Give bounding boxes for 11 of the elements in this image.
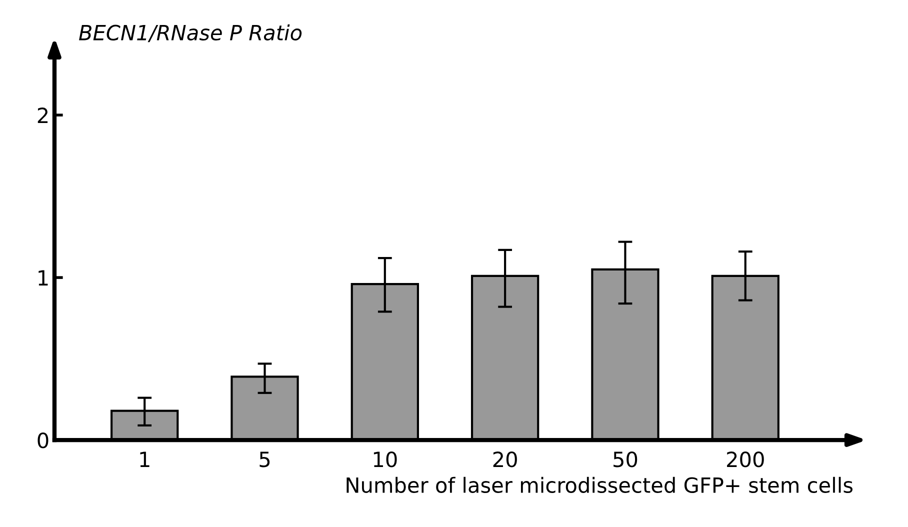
x-tick-label: 1 (140, 452, 150, 467)
x-axis-title: Number of laser microdissected GFP+ stem cells (346, 476, 853, 493)
x-tick-label: 20 (493, 452, 517, 468)
x-tick-label: 200 (727, 452, 764, 468)
y-tick-label: 1 (38, 270, 48, 286)
x-tick-label: 5 (260, 452, 270, 468)
y-axis-title: BECN1/RNase P Ratio (79, 24, 302, 42)
y-tick-label: 0 (38, 432, 48, 448)
x-tick-label: 10 (374, 452, 397, 468)
y-tick-label: 2 (38, 108, 48, 123)
x-tick-label: 50 (614, 452, 638, 468)
